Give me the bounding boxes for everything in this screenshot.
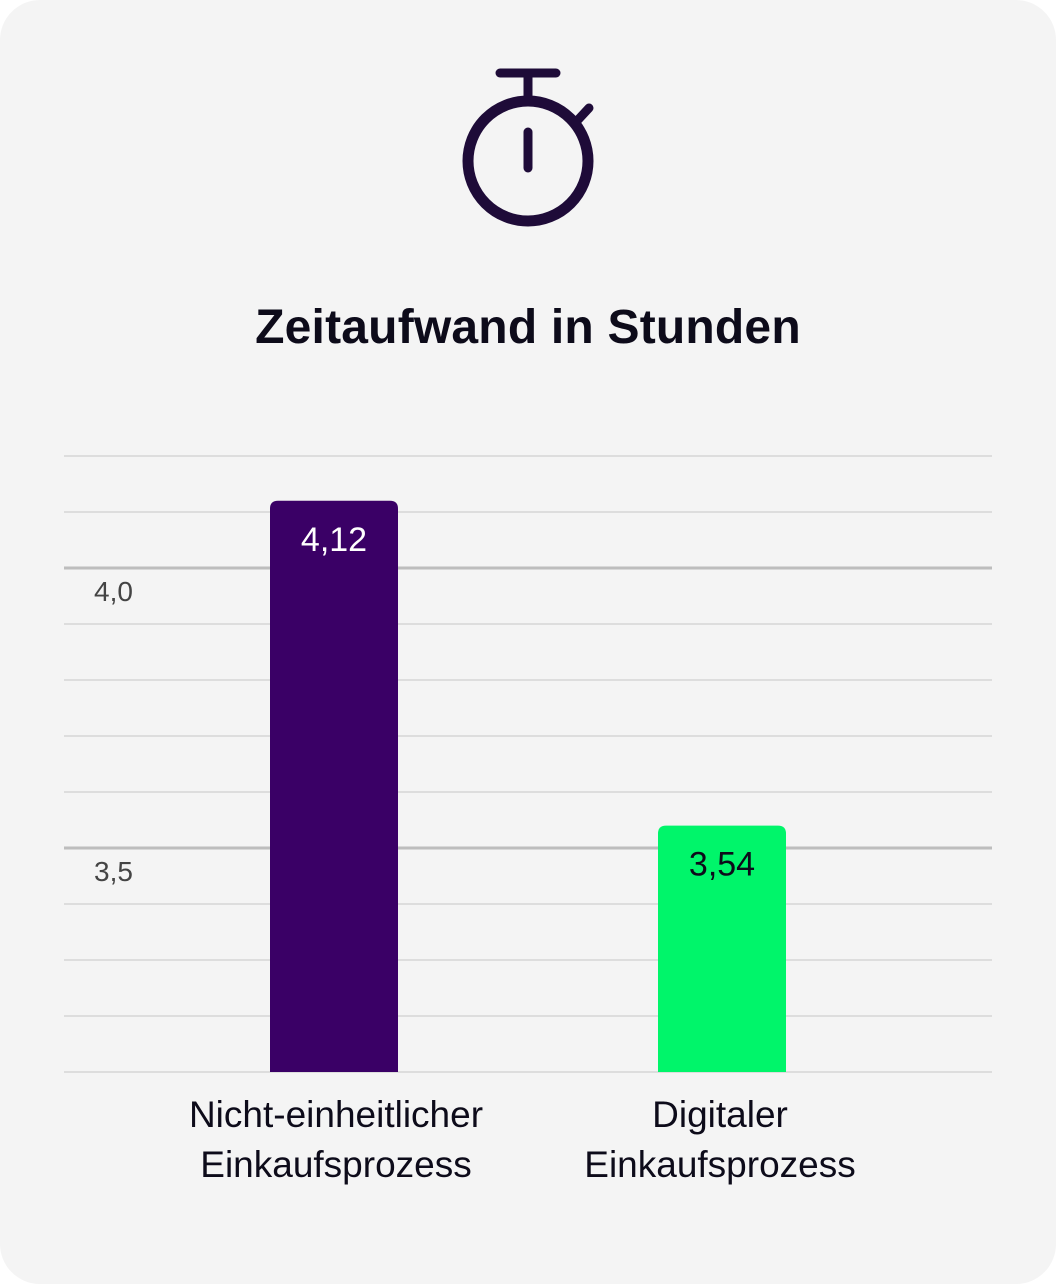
bar-value-label-0: 4,12: [301, 521, 367, 559]
y-tick-label-0: 4,0: [94, 576, 133, 607]
chart-title: Zeitaufwand in Stunden: [255, 301, 801, 354]
bar-value-label-1: 3,54: [689, 846, 755, 884]
bar-1: [658, 825, 786, 1072]
category-label-1: Digitaler Einkaufsprozess: [510, 1090, 930, 1190]
stopwatch-icon: [458, 64, 598, 234]
y-tick-label-1: 3,5: [94, 856, 133, 887]
category-label-1-line-1: Digitaler: [652, 1094, 788, 1135]
category-label-1-line-2: Einkaufsprozess: [584, 1144, 856, 1185]
bar-0: [270, 500, 398, 1072]
category-label-0-line-1: Nicht-einheitlicher: [188, 1094, 484, 1135]
category-label-0: Nicht-einheitlicher Einkaufsprozess: [126, 1090, 546, 1190]
category-label-0-line-2: Einkaufsprozess: [200, 1144, 472, 1185]
